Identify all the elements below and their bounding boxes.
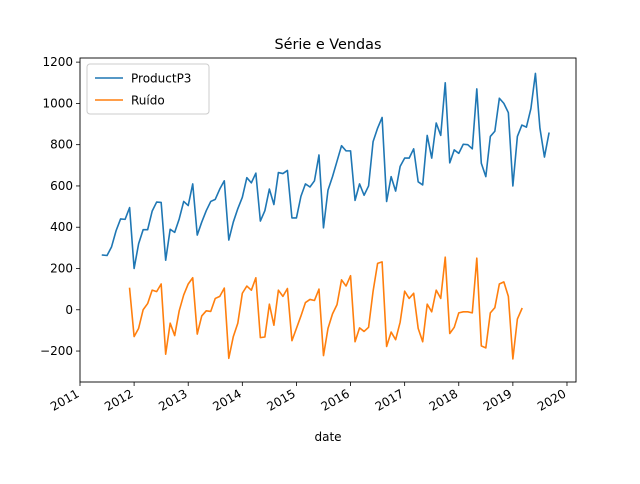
y-tick-label: 200 [50, 261, 73, 275]
y-tick-label: −200 [40, 344, 73, 358]
series-line-productp3 [101, 72, 550, 270]
series-line-ruido [128, 256, 523, 360]
y-tick-label: 0 [65, 303, 73, 317]
y-tick-label: 800 [50, 138, 73, 152]
legend-box [86, 63, 210, 115]
y-tick-label: 600 [50, 179, 73, 193]
chart-title: Série e Vendas [275, 37, 382, 53]
y-tick-label: 1000 [42, 96, 73, 110]
y-tick-label: 400 [50, 220, 73, 234]
legend: ProductP3 Ruído [86, 63, 210, 115]
y-tick-label: 1200 [42, 55, 73, 69]
x-axis-label: date [314, 430, 341, 444]
axes-frame [79, 57, 577, 383]
legend-label: Ruído [131, 94, 165, 108]
legend-label: ProductP3 [131, 72, 191, 86]
